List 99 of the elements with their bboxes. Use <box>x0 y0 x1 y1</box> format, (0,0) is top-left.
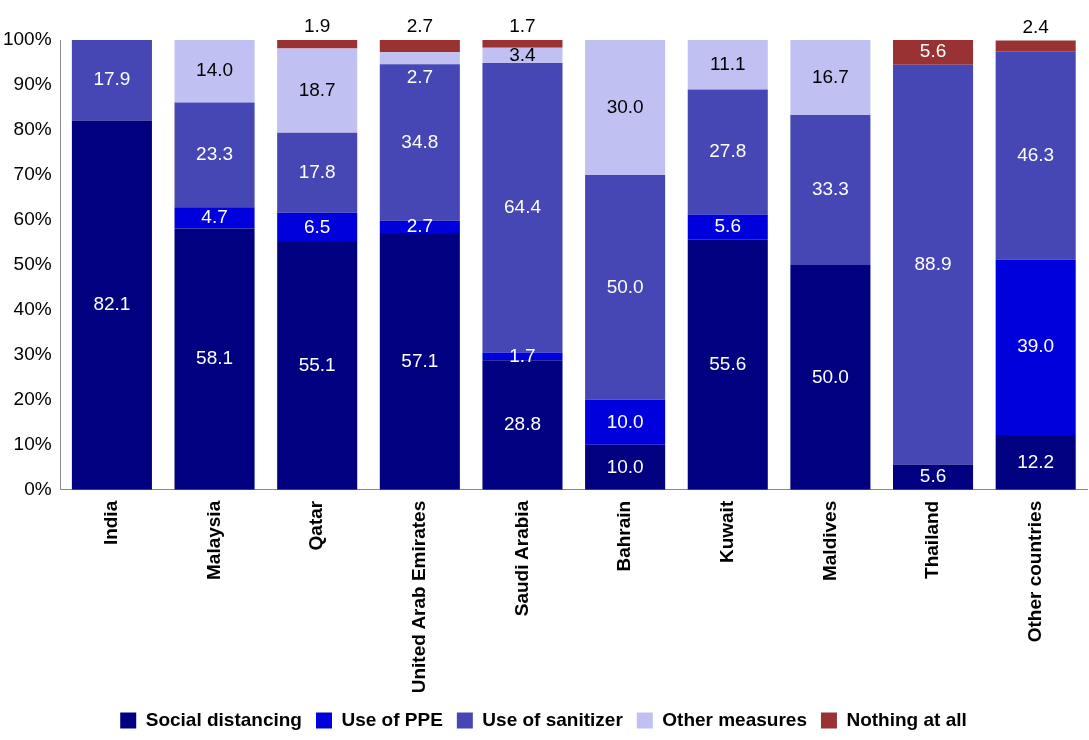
data-label: 1.7 <box>509 344 536 366</box>
bar <box>379 52 460 65</box>
data-label: 2.7 <box>406 65 434 87</box>
data-label: 30.0 <box>606 95 644 117</box>
bar <box>71 40 152 121</box>
bar <box>379 232 460 490</box>
bar <box>71 120 152 490</box>
y-tick-label: 80% <box>13 118 52 140</box>
data-label: 46.3 <box>1017 143 1055 165</box>
y-tick-label: 0% <box>24 478 52 500</box>
data-label: 64.4 <box>503 196 542 217</box>
bar <box>687 40 768 90</box>
data-label: 18.7 <box>298 78 336 100</box>
data-label: 57.1 <box>401 349 439 371</box>
data-label: 88.9 <box>914 252 952 274</box>
y-tick-label: 100% <box>2 28 52 50</box>
data-label: 39.0 <box>1017 335 1055 357</box>
bar <box>174 207 255 229</box>
bar <box>995 259 1076 435</box>
data-label: 58.1 <box>196 347 234 369</box>
y-tick-label: 70% <box>13 163 52 185</box>
x-tick-label: Maldives <box>818 500 840 582</box>
bar <box>687 214 768 240</box>
data-label: 14.0 <box>196 59 234 81</box>
data-label: 4.7 <box>201 206 228 228</box>
bar <box>995 40 1076 52</box>
y-tick-label: 40% <box>13 298 52 320</box>
data-label: 1.9 <box>303 15 331 37</box>
x-tick-label: Saudi Arabia <box>510 500 532 617</box>
legend-label: Social distancing <box>145 708 302 730</box>
bar <box>585 444 666 490</box>
data-label: 2.4 <box>1022 15 1050 37</box>
data-label: 10.0 <box>606 410 644 432</box>
y-tick-label: 10% <box>13 433 52 455</box>
bar <box>790 264 871 490</box>
x-tick-label: Kuwait <box>715 500 737 564</box>
data-label: 17.8 <box>298 160 336 182</box>
data-label: 34.8 <box>401 130 439 152</box>
bar <box>893 64 974 465</box>
data-label: 12.2 <box>1017 450 1055 472</box>
data-label: 50.0 <box>606 275 644 297</box>
data-label: 5.6 <box>919 40 947 62</box>
data-label: 27.8 <box>709 140 747 162</box>
bar <box>995 51 1076 260</box>
bar <box>893 40 974 65</box>
data-label: 5.6 <box>919 465 947 487</box>
bar <box>277 48 358 133</box>
data-label: 82.1 <box>93 293 131 315</box>
bar <box>277 241 358 490</box>
x-tick-label: Bahrain <box>613 500 635 572</box>
data-label: 50.0 <box>811 365 849 387</box>
x-tick-label: Thailand <box>921 500 943 579</box>
legend-label: Other measures <box>662 708 807 730</box>
data-label: 1.7 <box>509 15 536 37</box>
data-label: 55.1 <box>298 354 336 376</box>
x-tick-label: United Arab Emirates <box>408 500 430 694</box>
bar <box>790 115 871 265</box>
bar <box>585 174 666 400</box>
y-tick-label: 60% <box>13 208 52 230</box>
x-tick-label: Qatar <box>305 500 327 551</box>
x-tick-label: Other countries <box>1023 500 1045 643</box>
y-tick-label: 30% <box>13 343 52 365</box>
bar <box>277 212 358 242</box>
legend-label: Nothing at all <box>846 708 967 730</box>
x-tick-label: India <box>100 500 122 546</box>
data-label: 16.7 <box>811 65 849 87</box>
y-tick-label: 90% <box>13 73 52 95</box>
data-label: 2.7 <box>406 215 434 237</box>
data-label: 33.3 <box>811 178 849 200</box>
bar <box>585 40 666 175</box>
bar <box>277 40 358 49</box>
bar <box>995 434 1076 490</box>
bar <box>482 40 563 48</box>
bar <box>174 228 255 490</box>
data-label: 17.9 <box>93 68 131 90</box>
data-label: 23.3 <box>196 143 234 165</box>
x-tick-label: Malaysia <box>202 500 224 581</box>
legend-label: Use of sanitizer <box>482 708 624 730</box>
bar <box>277 132 358 213</box>
bar <box>482 360 563 490</box>
bar <box>687 89 768 215</box>
y-tick-label: 20% <box>13 388 52 410</box>
data-label: 11.1 <box>709 52 746 74</box>
bar <box>687 239 768 490</box>
bar <box>585 399 666 445</box>
data-label: 10.0 <box>606 455 644 477</box>
bar <box>379 40 460 53</box>
bar <box>174 40 255 103</box>
bar <box>790 40 871 116</box>
y-tick-label: 50% <box>13 253 52 275</box>
data-label: 2.7 <box>406 15 434 37</box>
data-label: 28.8 <box>503 413 541 435</box>
bar <box>379 64 460 221</box>
bar <box>174 102 255 208</box>
data-label: 6.5 <box>303 215 331 237</box>
legend-label: Use of PPE <box>341 708 443 730</box>
data-label: 5.6 <box>714 215 741 237</box>
data-label: 55.6 <box>709 352 747 374</box>
data-label: 3.4 <box>509 43 537 65</box>
